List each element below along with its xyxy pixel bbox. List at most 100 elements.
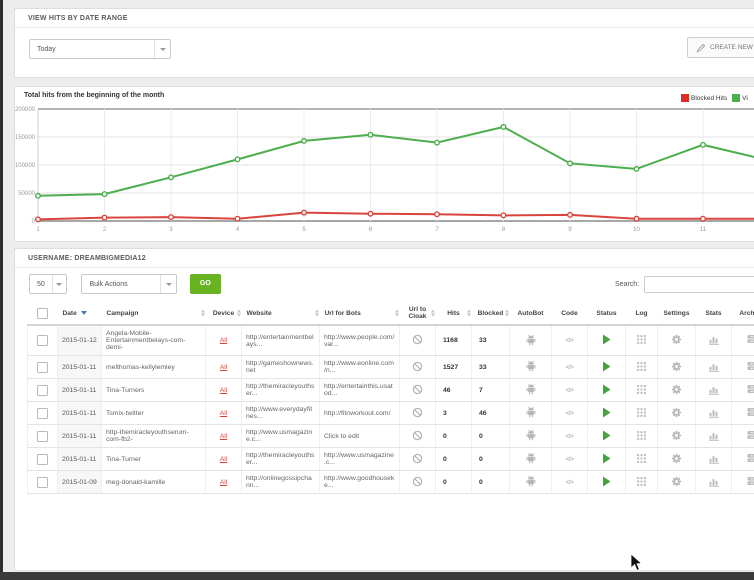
ban-icon[interactable]: [412, 453, 423, 464]
log-grid-icon[interactable]: [636, 407, 647, 418]
gear-icon[interactable]: [671, 453, 682, 464]
play-icon[interactable]: [602, 453, 611, 464]
device-all-link[interactable]: All: [219, 409, 228, 417]
col-header-website[interactable]: Website: [241, 302, 320, 326]
android-icon[interactable]: [525, 475, 537, 487]
bar-chart-icon[interactable]: [708, 453, 720, 464]
date-range-select-value: Today: [37, 45, 56, 53]
archive-icon[interactable]: [746, 334, 754, 345]
play-icon[interactable]: [602, 361, 611, 372]
device-all-link[interactable]: All: [219, 337, 228, 344]
sort-icon[interactable]: [394, 309, 399, 317]
y-axis-tick-label: 200000: [15, 107, 36, 113]
device-all-link[interactable]: All: [219, 432, 228, 440]
android-icon[interactable]: [525, 452, 537, 464]
series-line: [37, 125, 754, 197]
log-grid-icon[interactable]: [636, 361, 647, 372]
gear-icon[interactable]: [671, 361, 682, 372]
gear-icon[interactable]: [671, 407, 682, 418]
play-icon[interactable]: [602, 334, 611, 345]
gear-icon[interactable]: [671, 476, 682, 487]
x-axis-tick-label: 11: [700, 227, 707, 233]
device-all-link[interactable]: All: [219, 363, 228, 371]
sort-icon[interactable]: [466, 309, 471, 317]
ban-icon[interactable]: [412, 334, 423, 345]
log-grid-icon[interactable]: [636, 384, 647, 395]
sort-icon[interactable]: [314, 309, 319, 317]
col-header-status: Status: [587, 302, 626, 326]
cell-settings: [657, 470, 696, 494]
android-icon[interactable]: [525, 383, 537, 395]
data-point: [367, 210, 374, 217]
bar-chart-icon[interactable]: [708, 384, 720, 395]
sort-icon[interactable]: [236, 309, 241, 317]
archive-icon[interactable]: [746, 476, 754, 487]
archive-icon[interactable]: [746, 430, 754, 441]
row-checkbox[interactable]: [37, 361, 48, 373]
row-checkbox[interactable]: [37, 384, 48, 396]
row-checkbox[interactable]: [37, 430, 48, 442]
archive-icon[interactable]: [746, 407, 754, 418]
col-header-hits[interactable]: Hits: [435, 302, 472, 326]
sort-icon[interactable]: [430, 309, 435, 317]
row-checkbox[interactable]: [37, 476, 48, 488]
sort-icon[interactable]: [504, 309, 509, 317]
page-size-select[interactable]: 50: [29, 274, 67, 294]
sort-icon[interactable]: [200, 309, 205, 317]
ban-icon[interactable]: [412, 476, 423, 487]
cell-campaign: meg-donald-kamille: [101, 470, 206, 494]
gear-icon[interactable]: [671, 384, 682, 395]
play-icon[interactable]: [602, 384, 611, 395]
bulk-actions-select[interactable]: Bulk Actions: [81, 274, 178, 294]
android-icon[interactable]: [525, 334, 537, 346]
play-icon[interactable]: [602, 407, 611, 418]
device-all-link[interactable]: All: [219, 478, 228, 486]
bar-chart-icon[interactable]: [708, 334, 720, 345]
android-icon[interactable]: [525, 360, 537, 372]
log-grid-icon[interactable]: [636, 430, 647, 441]
search-input[interactable]: [644, 276, 754, 293]
bar-chart-icon[interactable]: [708, 476, 720, 487]
col-header-url_for_bots[interactable]: Url for Bots: [319, 302, 400, 326]
log-grid-icon[interactable]: [636, 476, 647, 487]
gear-icon[interactable]: [671, 430, 682, 441]
sort-desc-icon[interactable]: [80, 310, 87, 315]
device-all-link[interactable]: All: [219, 386, 228, 394]
col-header-device[interactable]: Device: [205, 302, 242, 326]
col-header-url_to_cloak[interactable]: Url to Cloak: [399, 302, 436, 326]
ban-icon[interactable]: [412, 384, 423, 395]
cell-url_to_cloak: [399, 355, 436, 379]
archive-icon[interactable]: [746, 453, 754, 464]
ban-icon[interactable]: [412, 430, 423, 441]
archive-icon[interactable]: [746, 361, 754, 372]
cell-code: </>: [551, 401, 588, 425]
play-icon[interactable]: [602, 430, 611, 441]
cell-archive: [731, 424, 754, 448]
ban-icon[interactable]: [412, 361, 423, 372]
bar-chart-icon[interactable]: [708, 430, 720, 441]
archive-icon[interactable]: [746, 384, 754, 395]
row-checkbox[interactable]: [37, 335, 48, 346]
row-checkbox[interactable]: [37, 407, 48, 419]
date-range-select[interactable]: Today: [29, 39, 171, 59]
col-header-date[interactable]: Date: [57, 302, 102, 326]
create-campaign-button[interactable]: CREATE NEW CAMPAIGN: [687, 37, 754, 58]
android-icon[interactable]: [525, 429, 537, 441]
android-icon[interactable]: [525, 406, 537, 418]
bar-chart-icon[interactable]: [708, 361, 720, 372]
log-grid-icon[interactable]: [636, 334, 647, 345]
log-grid-icon[interactable]: [636, 453, 647, 464]
gear-icon[interactable]: [671, 334, 682, 345]
go-button[interactable]: GO: [189, 274, 221, 294]
device-all-link[interactable]: All: [219, 455, 228, 463]
ban-icon[interactable]: [412, 407, 423, 418]
cell-date: 2015-01-11: [57, 401, 102, 425]
col-header-blocked[interactable]: Blocked: [471, 302, 510, 326]
select-all-checkbox[interactable]: [37, 307, 48, 319]
bar-chart-icon[interactable]: [708, 407, 720, 418]
col-header-campaign[interactable]: Campaign: [101, 302, 206, 326]
cell-url_for_bots: http://fitnworkout.com/: [319, 401, 400, 425]
row-checkbox[interactable]: [37, 453, 48, 465]
cell-autobot: [509, 378, 552, 402]
play-icon[interactable]: [602, 476, 611, 487]
